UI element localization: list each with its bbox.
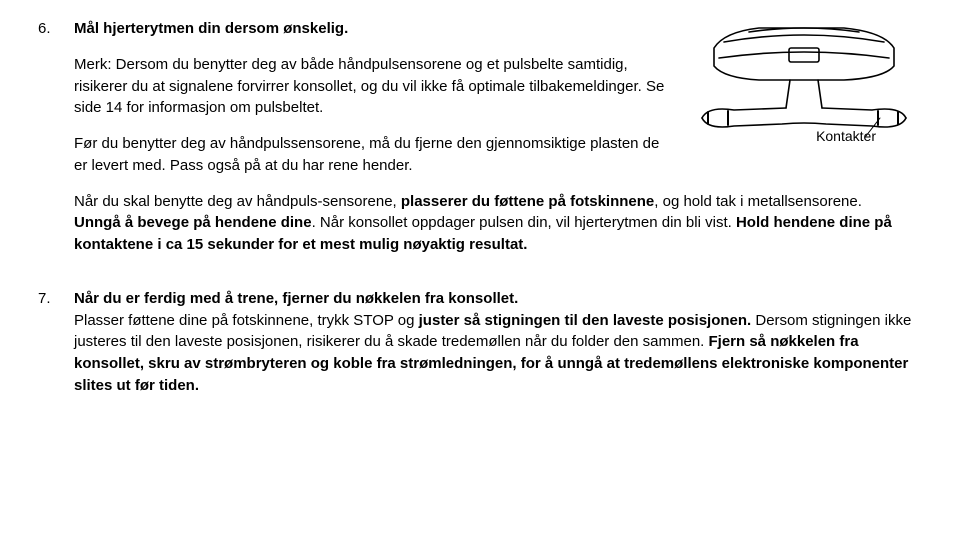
text: , og hold tak i metallsensorene. (654, 193, 862, 210)
diagram-label: Kontakter (816, 126, 876, 146)
treadmill-svg (694, 18, 912, 178)
paragraph: Merk: Dersom du benytter deg av både hån… (74, 54, 676, 119)
text-bold: Unngå å bevege på hendene dine (74, 214, 312, 231)
text: . Når konsollet oppdager pulsen din, vil… (312, 214, 736, 231)
paragraph: Plasser føttene dine på fotskinnene, try… (74, 310, 912, 397)
text: Når du skal benytte deg av håndpuls-sens… (74, 193, 401, 210)
treadmill-diagram: Kontakter (694, 18, 912, 178)
item-title: Mål hjerterytmen din dersom ønskelig. (74, 18, 676, 40)
text-bold: juster så stigningen til den laveste pos… (419, 312, 752, 329)
item-title: Når du er ferdig med å trene, fjerner du… (74, 288, 912, 310)
text-bold: plasserer du føttene på fotskinnene (401, 193, 654, 210)
row-with-diagram: Mål hjerterytmen din dersom ønskelig. Me… (74, 18, 912, 191)
item-number: 6. (38, 18, 74, 40)
item-body: Når du er ferdig med å trene, fjerner du… (74, 288, 912, 397)
item-number: 7. (38, 288, 74, 310)
paragraph: Før du benytter deg av håndpulssensorene… (74, 133, 676, 177)
paragraph: Når du skal benytte deg av håndpuls-sens… (74, 191, 912, 256)
list-item-6: 6. Mål hjerterytmen din dersom ønskelig.… (38, 18, 912, 270)
item-body: Mål hjerterytmen din dersom ønskelig. Me… (74, 18, 912, 270)
list-item-7: 7. Når du er ferdig med å trene, fjerner… (38, 288, 912, 397)
text-column: Mål hjerterytmen din dersom ønskelig. Me… (74, 18, 676, 191)
text: Plasser føttene dine på fotskinnene, try… (74, 312, 419, 329)
